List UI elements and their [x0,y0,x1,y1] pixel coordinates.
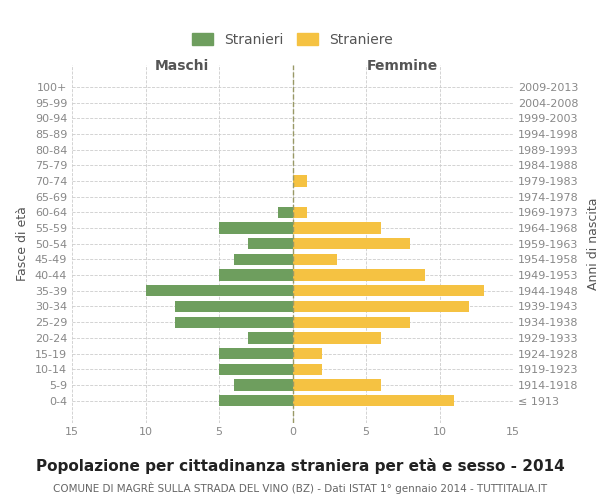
Bar [293,301,469,312]
Bar [219,348,293,359]
Text: COMUNE DI MAGRÈ SULLA STRADA DEL VINO (BZ) - Dati ISTAT 1° gennaio 2014 - TUTTIT: COMUNE DI MAGRÈ SULLA STRADA DEL VINO (B… [53,482,547,494]
Bar [293,316,410,328]
Bar [248,332,293,344]
Bar [293,380,381,390]
Bar [293,332,381,344]
Bar [293,254,337,265]
Bar [175,301,293,312]
Y-axis label: Fasce di età: Fasce di età [16,206,29,281]
Bar [219,395,293,406]
Text: Maschi: Maschi [155,59,209,73]
Legend: Stranieri, Straniere: Stranieri, Straniere [192,32,393,46]
Text: Popolazione per cittadinanza straniera per età e sesso - 2014: Popolazione per cittadinanza straniera p… [35,458,565,473]
Bar [248,238,293,250]
Bar [219,270,293,281]
Bar [278,206,293,218]
Text: Femmine: Femmine [367,59,439,73]
Bar [234,380,293,390]
Bar [293,270,425,281]
Y-axis label: Anni di nascita: Anni di nascita [587,198,600,290]
Bar [293,176,307,186]
Bar [293,364,322,375]
Bar [293,348,322,359]
Bar [146,285,293,296]
Bar [293,285,484,296]
Bar [234,254,293,265]
Bar [175,316,293,328]
Bar [293,206,307,218]
Bar [219,364,293,375]
Bar [219,222,293,234]
Bar [293,395,454,406]
Bar [293,222,381,234]
Bar [293,238,410,250]
